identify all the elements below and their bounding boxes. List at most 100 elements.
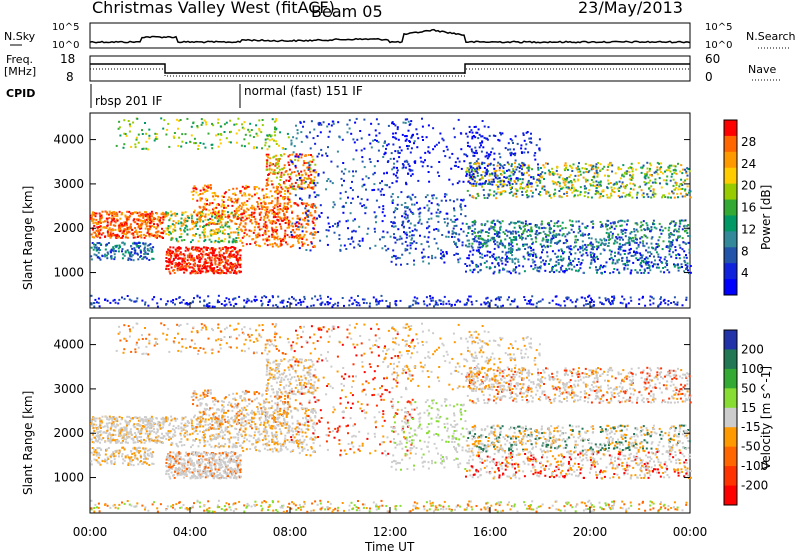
power-cell: [139, 245, 142, 248]
power-cell: [212, 251, 215, 254]
power-cell: [567, 186, 570, 189]
power-cell: [597, 246, 600, 249]
power-cell: [235, 251, 238, 254]
power-cell: [359, 202, 362, 205]
power-cell: [205, 262, 208, 264]
power-cell: [95, 246, 98, 249]
power-cell: [524, 220, 527, 223]
power-cell: [473, 180, 476, 183]
power-cell: [664, 266, 667, 268]
power-cell: [150, 250, 153, 253]
power-cell: [186, 254, 189, 257]
power-cell: [514, 159, 517, 162]
power-cell: [499, 226, 502, 229]
power-cell: [218, 247, 221, 250]
power-cell: [646, 224, 649, 227]
power-cell: [171, 223, 174, 226]
power-cell: [130, 251, 133, 254]
power-cell: [234, 198, 237, 201]
nave-label: Nave: [748, 63, 776, 76]
power-cell: [453, 221, 456, 223]
power-cell: [181, 266, 184, 269]
power-cell: [457, 258, 460, 261]
power-cell: [609, 231, 612, 234]
power-cell: [515, 249, 518, 252]
power-cell: [165, 253, 168, 256]
power-cell: [553, 222, 556, 225]
power-cell: [640, 261, 642, 264]
power-cell: [468, 242, 471, 245]
power-cell: [198, 259, 201, 262]
power-cell: [686, 265, 689, 268]
power-cell: [209, 233, 212, 236]
power-cell: [266, 155, 269, 158]
power-cell: [628, 178, 631, 181]
power-cell: [275, 212, 278, 215]
power-cell: [675, 254, 678, 257]
power-cell: [264, 229, 267, 232]
power-cell: [166, 128, 169, 131]
power-cell: [509, 148, 512, 151]
power-cell: [613, 182, 616, 185]
power-cell: [595, 266, 597, 269]
power-cell: [110, 255, 113, 258]
power-cell: [119, 224, 122, 227]
power-cell: [261, 147, 263, 150]
power-cell: [591, 256, 594, 259]
power-cell: [233, 210, 236, 213]
power-cell: [127, 228, 130, 231]
power-cell: [657, 255, 660, 258]
power-cell: [547, 191, 550, 194]
power-cell: [92, 248, 95, 251]
power-cell: [579, 170, 582, 173]
power-cell: [683, 224, 686, 227]
power-cell: [118, 210, 121, 213]
power-cell: [667, 166, 670, 169]
power-cell: [363, 166, 366, 169]
power-cell: [203, 188, 206, 191]
power-cell: [237, 214, 240, 216]
power-cell: [215, 216, 218, 219]
power-cell: [137, 226, 140, 229]
power-cell: [653, 171, 656, 174]
power-cell: [602, 248, 605, 251]
power-cell: [314, 171, 317, 174]
power-cell: [282, 207, 285, 210]
power-cell: [518, 224, 521, 227]
power-cell: [202, 220, 205, 223]
power-cell: [482, 188, 485, 191]
power-cell: [214, 216, 217, 219]
power-cell: [305, 135, 308, 138]
power-cell: [215, 228, 218, 231]
power-cell: [650, 185, 653, 188]
power-cell: [522, 255, 525, 258]
power-cell: [97, 234, 99, 237]
power-cell: [373, 188, 376, 191]
power-cell: [653, 226, 656, 229]
power-cell: [687, 269, 689, 272]
power-cell: [286, 226, 289, 229]
power-cell: [682, 168, 685, 171]
power-cell: [210, 256, 213, 259]
power-cell: [585, 246, 588, 249]
power-cell: [515, 192, 518, 195]
power-cell: [308, 196, 311, 199]
power-cell: [248, 214, 251, 217]
power-cell: [405, 217, 408, 220]
power-cell: [225, 206, 227, 209]
power-cell: [110, 235, 113, 238]
power-cell: [195, 271, 198, 274]
power-cell: [393, 222, 396, 225]
power-cell: [466, 257, 469, 260]
power-cell: [616, 187, 619, 190]
power-cell: [513, 192, 516, 195]
power-cell: [650, 196, 653, 199]
power-cell: [276, 158, 279, 161]
power-cell: [127, 257, 130, 260]
power-cell: [382, 230, 385, 233]
power-cell: [557, 249, 560, 252]
power-cell: [577, 258, 580, 260]
power-cell: [562, 257, 565, 260]
power-cell: [531, 191, 534, 194]
power-cell: [451, 220, 454, 223]
